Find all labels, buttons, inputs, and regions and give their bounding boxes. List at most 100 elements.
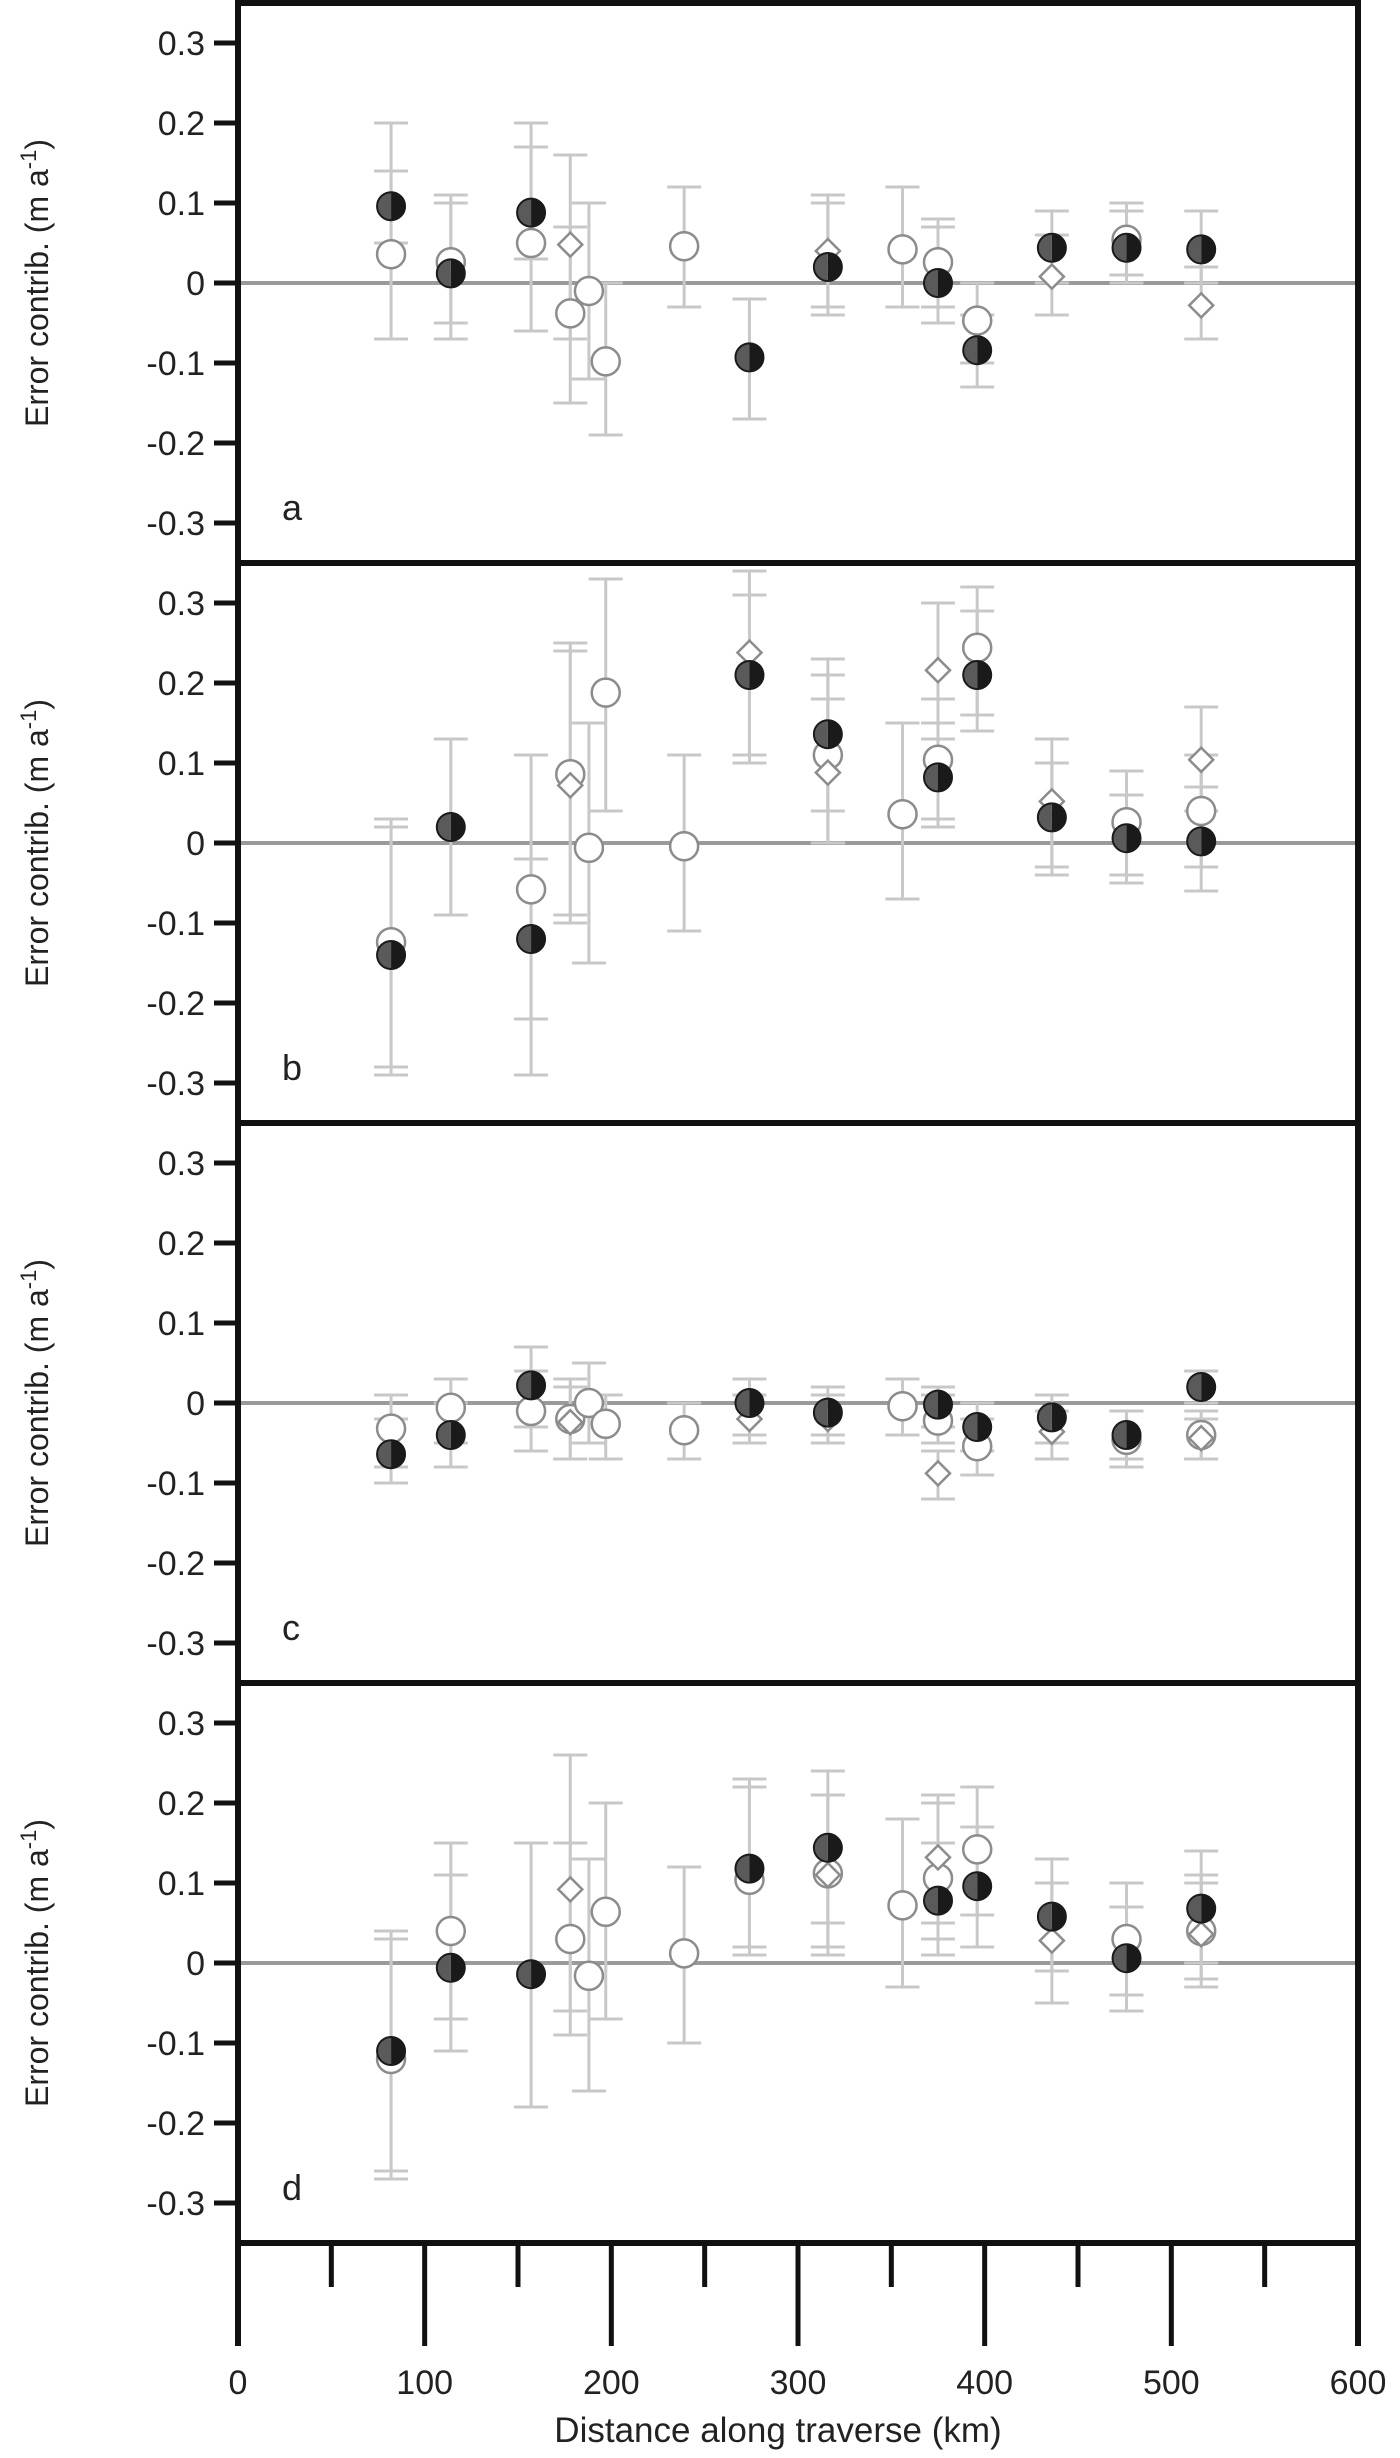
filled-circle-outline <box>1186 826 1217 857</box>
filled-circle-point <box>531 925 546 953</box>
filled-circle-outline <box>734 342 765 373</box>
filled-circle-point <box>938 763 952 792</box>
y-tick-label: 0.1 <box>158 185 205 223</box>
filled-circle-point <box>450 813 465 841</box>
filled-circle-outline <box>1186 1893 1217 1924</box>
filled-circle-point <box>1201 1894 1216 1923</box>
filled-circle-outline <box>435 258 466 289</box>
open-circle-point <box>375 1413 407 1444</box>
filled-circle-outline <box>923 1885 953 1916</box>
open-circle-point <box>590 1896 621 1928</box>
open-circle-point <box>887 1890 918 1921</box>
filled-circle-point <box>450 1953 465 1982</box>
filled-circle-point-shade <box>924 269 938 297</box>
filled-circle-point <box>531 1371 546 1400</box>
y-tick-label: 0 <box>186 1945 205 1983</box>
filled-circle-point <box>827 1398 842 1427</box>
filled-circle-outline <box>1186 234 1217 265</box>
y-tick-label: 0.1 <box>158 1865 205 1903</box>
filled-circle-outline <box>812 719 843 750</box>
open-circle-point <box>555 1923 586 1955</box>
y-tick-label: -0.2 <box>146 1545 205 1583</box>
y-tick-label: -0.1 <box>146 905 205 943</box>
filled-circle-point-shade <box>1037 233 1052 262</box>
y-tick-label: 0.2 <box>158 1785 205 1823</box>
filled-circle-point-shade <box>924 763 938 792</box>
filled-circle-point <box>827 253 842 281</box>
filled-circle-point <box>1051 233 1066 262</box>
filled-circle-point-shade <box>377 941 392 969</box>
filled-circle-outline <box>962 1412 993 1442</box>
filled-circle-point-shade <box>735 1854 750 1883</box>
filled-circle-point-shade <box>1112 824 1127 853</box>
filled-circle-outline <box>376 940 407 970</box>
diamond-point <box>924 1843 952 1872</box>
filled-circle-point-shade <box>735 343 750 372</box>
filled-circle-outline <box>734 660 765 690</box>
filled-circle-point-shade <box>924 1886 938 1915</box>
panel-a: 0.3 0.2 0.1 0 -0.1 -0.2 -0.3 Error contrib. (m … <box>16 0 1361 566</box>
filled-circle-point <box>1126 1944 1141 1973</box>
filled-circle-point <box>1051 1902 1066 1931</box>
filled-circle-point <box>938 1886 952 1915</box>
filled-circle-point <box>531 1960 546 1989</box>
filled-circle-outline <box>812 252 843 282</box>
filled-circle-outline <box>516 1370 547 1401</box>
filled-circle-point-shade <box>1187 827 1202 856</box>
filled-circle-point-shade <box>1037 803 1052 832</box>
y-tick-label: -0.3 <box>146 1625 205 1663</box>
filled-circle-point <box>977 1872 992 1901</box>
filled-circle-point-shade <box>924 1390 938 1419</box>
filled-circle-point-shade <box>963 1413 978 1441</box>
open-circle-point <box>435 1392 467 1424</box>
filled-circle-outline <box>962 1871 993 1902</box>
filled-circle-point-shade <box>1187 1894 1202 1923</box>
filled-circle-point-shade <box>735 661 750 689</box>
x-axis: 0 100 200 300 400 500 600 <box>229 2240 1386 2402</box>
filled-circle-point <box>1201 235 1216 264</box>
filled-circle-point <box>1126 233 1141 262</box>
diamond-point <box>1187 291 1215 320</box>
filled-circle-outline <box>1036 232 1067 263</box>
filled-circle-outline <box>1111 232 1142 263</box>
filled-circle-point <box>1051 803 1066 832</box>
y-tick-label: -0.3 <box>146 1065 205 1103</box>
diamond-point <box>1187 1920 1215 1948</box>
filled-circle-point-shade <box>1112 1421 1127 1449</box>
filled-circle-outline <box>923 762 953 793</box>
y-axis-label-close: ) <box>19 699 55 710</box>
diamond-point <box>924 1459 952 1488</box>
y-tick-label: 0.2 <box>158 1225 205 1263</box>
open-circle-point <box>961 632 993 664</box>
diamond-point <box>814 758 842 787</box>
filled-circle-point <box>827 720 842 749</box>
filled-circle-outline <box>734 1853 765 1884</box>
x-tick-label: 200 <box>583 2364 640 2402</box>
filled-circle-outline <box>1111 823 1142 854</box>
open-circle-point <box>887 1390 918 1422</box>
panel-label: c <box>282 1607 300 1648</box>
open-circle-point <box>668 230 700 262</box>
filled-circle-point <box>827 1833 842 1862</box>
filled-circle-outline <box>923 268 953 298</box>
y-tick-label: -0.3 <box>146 2185 205 2223</box>
filled-circle-point-shade <box>1187 235 1202 264</box>
y-tick-label: 0.3 <box>158 1145 205 1183</box>
open-circle-point <box>590 346 621 377</box>
filled-circle-outline <box>962 660 993 690</box>
filled-circle-point <box>749 1854 764 1883</box>
diamond-point <box>556 771 585 800</box>
open-circle-point <box>555 298 586 329</box>
filled-circle-point <box>749 343 764 372</box>
open-circle-point <box>590 1408 621 1440</box>
y-tick-label: 0 <box>186 265 205 303</box>
filled-circle-point-shade <box>377 2037 392 2065</box>
filled-circle-outline <box>1186 1372 1217 1402</box>
y-tick-label: 0 <box>186 1385 205 1423</box>
y-tick-label: -0.2 <box>146 425 205 463</box>
y-axis-label-unit-exponent: -1 <box>16 710 41 730</box>
filled-circle-outline <box>376 2036 407 2066</box>
panel-label: b <box>282 1047 302 1088</box>
filled-circle-point-shade <box>1037 1902 1052 1931</box>
y-tick-label: -0.1 <box>146 1465 205 1503</box>
